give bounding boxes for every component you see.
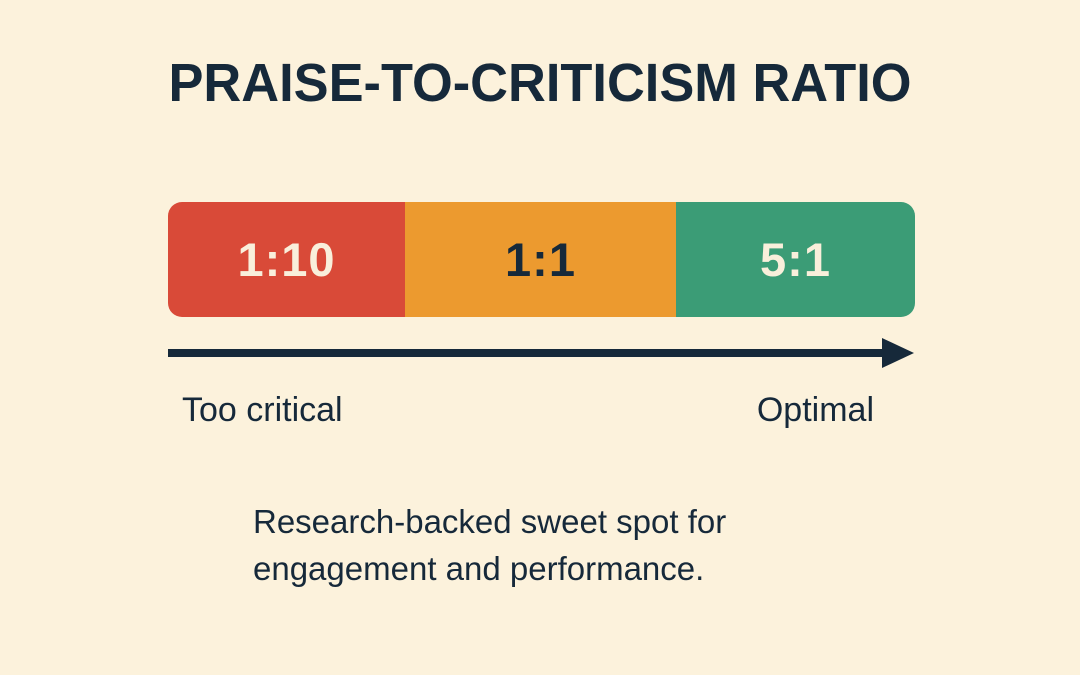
ratio-value-red: 1:10 xyxy=(237,233,336,286)
scale-segment-red: 1:10 xyxy=(168,202,405,317)
ratio-value-green: 5:1 xyxy=(760,233,831,286)
axis-label-optimal: Optimal xyxy=(756,391,874,429)
axis-label-too-critical: Too critical xyxy=(182,391,343,429)
caption-line-2: engagement and performance. xyxy=(253,550,705,587)
scale-segment-green: 5:1 xyxy=(676,202,915,317)
axis-arrow-line xyxy=(168,349,884,357)
ratio-scale-bar: 1:10 1:1 5:1 xyxy=(168,202,915,317)
ratio-value-orange: 1:1 xyxy=(505,233,576,286)
caption-line-1: Research-backed sweet spot for xyxy=(253,503,727,540)
caption: Research-backed sweet spot for engagemen… xyxy=(253,498,726,592)
arrow-right-icon xyxy=(882,338,914,368)
page-title: PRAISE-TO-CRITICISM RATIO xyxy=(168,53,912,113)
scale-segment-orange: 1:1 xyxy=(405,202,676,317)
